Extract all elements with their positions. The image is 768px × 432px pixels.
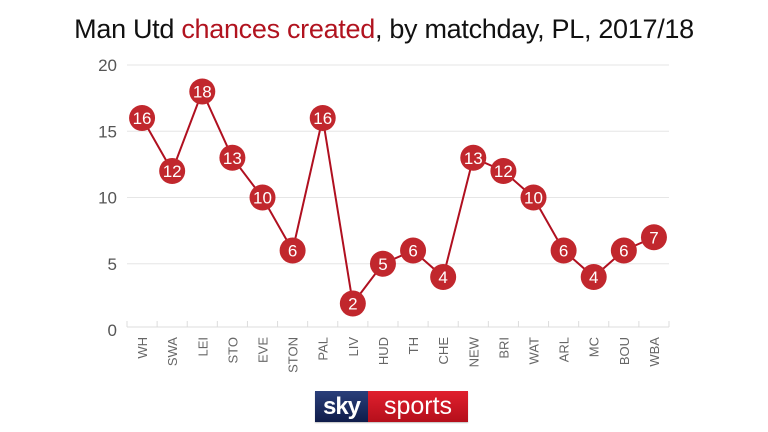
data-point-marker — [400, 237, 427, 264]
data-point-label: 4 — [589, 268, 598, 287]
data-point-marker — [640, 224, 667, 251]
data-point-marker — [279, 237, 306, 264]
y-tick-label: 15 — [98, 122, 117, 141]
data-point-marker — [309, 105, 336, 131]
x-tick-label: BOU — [617, 337, 632, 365]
data-point-marker — [219, 144, 246, 171]
data-point: 6 — [550, 237, 577, 264]
x-tick-label: STON — [286, 337, 301, 373]
x-axis: WH SWA LEI STO EVE STON PAL LIV HUD TH CHE NEW BRI WA… — [126, 321, 670, 373]
data-point-marker — [520, 184, 547, 211]
data-point: 10 — [520, 184, 547, 211]
sky-sports-logo: sky sports — [315, 391, 468, 422]
data-point-label: 18 — [193, 83, 212, 102]
title-prefix: Man Utd — [74, 14, 182, 44]
x-tick-label: EVE — [256, 337, 271, 363]
x-tick-label: ARL — [557, 337, 572, 362]
data-point: 12 — [159, 158, 186, 184]
y-tick-label: 20 — [98, 56, 117, 75]
data-point-marker — [189, 78, 216, 105]
data-point-label: 16 — [133, 109, 152, 128]
x-tick-label: WBA — [647, 337, 662, 367]
x-tick-label: LIV — [346, 337, 361, 357]
data-point: 4 — [580, 264, 607, 290]
line-chart: 0 5 10 15 20 WH SWA LEI STO EVE STON PAL LIV HUD TH CH… — [98, 56, 670, 373]
y-tick-label: 0 — [108, 321, 117, 340]
x-tick-label: SWA — [165, 337, 180, 366]
x-tick-label: CHE — [436, 337, 451, 365]
data-point-marker — [490, 158, 517, 184]
x-tick-label: TH — [406, 337, 421, 354]
data-point-label: 16 — [313, 109, 332, 128]
x-tick-label: STO — [225, 337, 240, 364]
x-tick-label: WH — [135, 337, 150, 359]
data-point-label: 12 — [163, 162, 182, 181]
x-tick-label: MC — [587, 337, 602, 357]
data-point-label: 4 — [438, 268, 447, 287]
data-point: 6 — [610, 237, 637, 264]
data-point-label: 2 — [348, 295, 357, 314]
data-point-marker — [249, 184, 276, 211]
data-point-label: 5 — [378, 255, 387, 274]
data-point-marker — [129, 105, 156, 131]
data-point: 10 — [249, 184, 276, 211]
data-point: 6 — [279, 237, 306, 264]
x-tick-label: PAL — [316, 337, 331, 361]
data-point: 16 — [309, 105, 336, 131]
chart-title: Man Utd chances created, by matchday, PL… — [0, 14, 768, 45]
title-highlight: chances created — [181, 14, 375, 44]
data-point-label: 10 — [524, 189, 543, 208]
logo-sky: sky — [315, 391, 368, 422]
data-point-marker — [159, 158, 186, 184]
data-point-marker — [550, 237, 577, 264]
data-point-label: 13 — [464, 149, 483, 168]
data-point: 4 — [430, 264, 457, 290]
data-point-label: 6 — [559, 242, 568, 261]
data-point: 6 — [400, 237, 427, 264]
data-point-marker — [580, 264, 607, 290]
y-axis: 0 5 10 15 20 — [98, 56, 117, 340]
data-point-label: 10 — [253, 189, 272, 208]
x-tick-label: WAT — [527, 337, 542, 364]
data-point-label: 13 — [223, 149, 242, 168]
x-tick-label: BRI — [496, 337, 511, 359]
data-point: 12 — [490, 158, 517, 184]
data-point: 7 — [640, 224, 667, 251]
data-point-marker — [610, 237, 637, 264]
title-suffix: , by matchday, PL, 2017/18 — [374, 14, 694, 44]
data-point-marker — [339, 290, 366, 317]
data-point-marker — [430, 264, 457, 290]
data-point-marker — [460, 144, 487, 171]
data-point: 13 — [219, 144, 246, 171]
logo-sports: sports — [368, 391, 468, 422]
x-tick-label: HUD — [376, 337, 391, 365]
data-point-label: 12 — [494, 162, 513, 181]
data-point-label: 6 — [619, 242, 628, 261]
data-point: 13 — [460, 144, 487, 171]
data-point: 16 — [129, 105, 156, 131]
y-tick-label: 5 — [108, 255, 117, 274]
x-tick-label: NEW — [466, 336, 481, 367]
data-point-label: 6 — [288, 242, 297, 261]
data-point: 18 — [189, 78, 216, 105]
x-tick-label: LEI — [195, 337, 210, 357]
data-series: 16 12 18 13 10 6 16 2 5 6 4 13 12 10 6 4 6 7 — [129, 78, 667, 317]
y-tick-label: 10 — [98, 189, 117, 208]
data-point-marker — [369, 250, 396, 277]
data-point-label: 7 — [649, 228, 658, 247]
data-point: 2 — [339, 290, 366, 317]
data-point: 5 — [369, 250, 396, 277]
data-point-label: 6 — [408, 242, 417, 261]
